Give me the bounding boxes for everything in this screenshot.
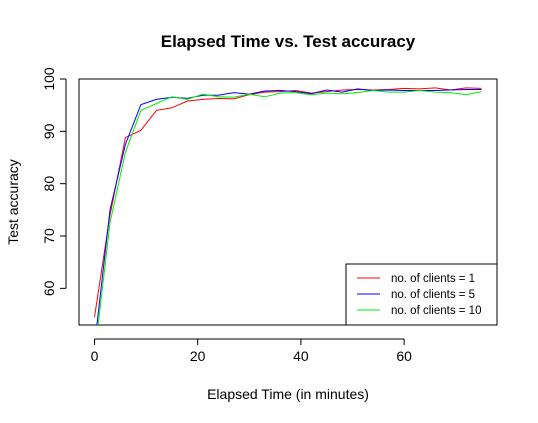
x-tick-label: 40 [293,348,309,364]
chart-title: Elapsed Time vs. Test accuracy [161,32,416,51]
x-axis: 0 20 40 60 [91,338,412,364]
y-axis: 60 70 80 90 100 [41,67,67,296]
x-tick-label: 0 [91,348,99,364]
plot-frame [78,78,498,326]
y-tick-label: 60 [41,280,57,296]
legend-label-1: no. of clients = 1 [391,273,475,285]
y-tick-label: 80 [41,176,57,192]
y-axis-label: Test accuracy [5,159,21,245]
x-axis-label: Elapsed Time (in minutes) [207,386,369,402]
series-layer [94,87,482,325]
x-tick-label: 20 [190,348,206,364]
series-line-3 [97,89,482,325]
legend-label-3: no. of clients = 10 [391,305,481,317]
x-tick-label: 60 [396,348,412,364]
y-tick-label: 90 [41,123,57,139]
legend: no. of clients = 1 no. of clients = 5 no. … [345,263,498,326]
legend-label-2: no. of clients = 5 [391,289,475,301]
y-tick-label: 70 [41,228,57,244]
y-tick-label: 100 [41,67,57,91]
